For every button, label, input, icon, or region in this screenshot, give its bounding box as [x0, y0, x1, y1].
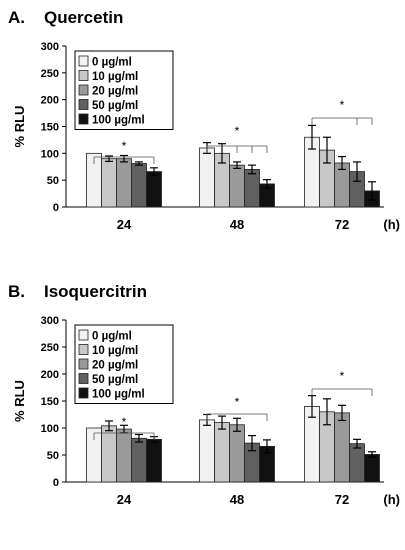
legend-swatch: [78, 358, 89, 370]
legend-label: 0 µg/ml: [92, 331, 132, 343]
y-tick-label: 250: [41, 342, 59, 354]
y-tick-label: 0: [53, 477, 59, 489]
significance-marker: *: [235, 124, 240, 138]
y-tick-label: 200: [41, 369, 59, 381]
bar: [229, 424, 245, 483]
y-tick-label: 200: [41, 95, 59, 107]
panel-label: A.: [8, 8, 25, 27]
bar: [116, 158, 132, 208]
panel-label: B.: [8, 282, 25, 301]
legend-swatch: [78, 70, 89, 81]
legend-label: 10 µg/ml: [92, 345, 138, 357]
legend-label: 100 µg/ml: [92, 115, 145, 127]
legend-label: 50 µg/ml: [92, 100, 138, 112]
bar: [131, 437, 147, 483]
bar: [131, 163, 147, 208]
panel-quercetin: A. Quercetin % RLU 0 50 100 150 200 250 300 24 * 48 *…: [8, 8, 400, 232]
bar: [334, 412, 350, 483]
legend-swatch: [78, 344, 89, 355]
y-axis-label: % RLU: [12, 380, 27, 422]
bar: [101, 158, 117, 208]
chart-title: Quercetin: [44, 8, 123, 27]
x-tick-label: 72: [335, 217, 349, 232]
x-axis-unit: (h): [383, 492, 400, 507]
y-tick-label: 100: [41, 148, 59, 160]
y-tick-label: 50: [47, 175, 59, 187]
y-tick-label: 150: [41, 396, 59, 408]
legend-swatch: [78, 55, 89, 67]
chart-title: Isoquercitrin: [44, 282, 147, 301]
y-axis-label: % RLU: [12, 106, 27, 148]
bar: [199, 419, 215, 483]
legend-swatch: [78, 387, 89, 399]
legend-swatch: [78, 373, 89, 384]
bar: [101, 425, 117, 483]
legend-label: 10 µg/ml: [92, 71, 138, 83]
x-tick-label: 24: [117, 492, 132, 507]
bar: [364, 454, 380, 483]
legend-label: 0 µg/ml: [92, 57, 132, 69]
y-tick-label: 300: [41, 41, 59, 53]
y-tick-label: 100: [41, 423, 59, 435]
bar: [146, 171, 162, 208]
legend-label: 20 µg/ml: [92, 360, 138, 372]
x-tick-label: 24: [117, 217, 132, 232]
significance-marker: *: [340, 369, 345, 383]
legend-label: 100 µg/ml: [92, 389, 145, 401]
y-tick-label: 150: [41, 122, 59, 134]
legend-box: [74, 50, 174, 130]
x-axis-unit: (h): [383, 217, 400, 232]
significance-marker: *: [235, 395, 240, 409]
panel-isoquercitrin: B. Isoquercitrin % RLU 0 50 100 150 200 250 300 24…: [8, 282, 400, 507]
bar: [244, 169, 260, 208]
bar: [349, 443, 365, 483]
legend-swatch: [78, 84, 89, 96]
legend-swatch: [78, 329, 89, 341]
significance-marker: *: [340, 98, 345, 112]
x-tick-label: 48: [230, 492, 244, 507]
bar: [199, 147, 215, 208]
y-tick-label: 250: [41, 68, 59, 80]
legend-label: 50 µg/ml: [92, 374, 138, 386]
bar: [229, 164, 245, 208]
legend-label: 20 µg/ml: [92, 86, 138, 98]
significance-marker: *: [122, 139, 127, 153]
y-tick-label: 50: [47, 450, 59, 462]
y-tick-label: 300: [41, 315, 59, 327]
legend-swatch: [78, 99, 89, 110]
bar: [146, 438, 162, 483]
x-tick-label: 72: [335, 492, 349, 507]
y-tick-label: 0: [53, 202, 59, 214]
significance-marker: *: [122, 415, 127, 429]
bar: [116, 428, 132, 483]
bar: [214, 422, 230, 483]
legend-swatch: [78, 113, 89, 125]
legend-box: [74, 324, 174, 404]
x-tick-label: 48: [230, 217, 244, 232]
